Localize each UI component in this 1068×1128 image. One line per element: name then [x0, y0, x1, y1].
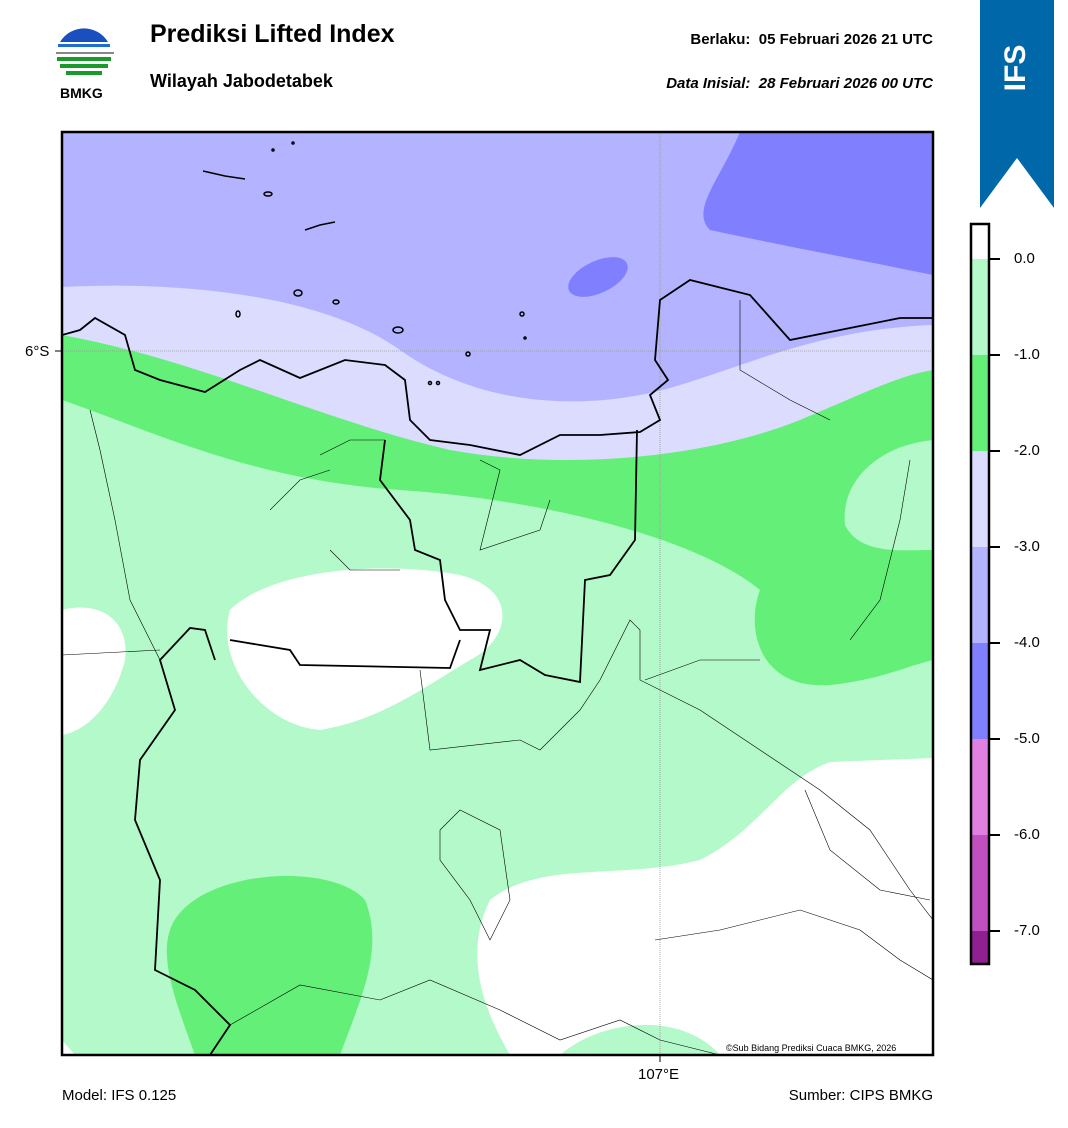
white-patch-center: [227, 568, 503, 730]
coastline: [62, 279, 933, 456]
province-border-west: [134, 627, 232, 1055]
thousand-islands: [202, 141, 527, 386]
white-patch-west: [62, 607, 126, 735]
colorbar-segment: [971, 355, 989, 451]
copyright: ©Sub Bidang Prediksi Cuaca BMKG, 2026: [726, 1043, 896, 1053]
colorbar-segment: [971, 547, 989, 643]
band-minus4-to-minus5: [703, 132, 933, 275]
colorbar-segment: [971, 224, 989, 259]
source-label: Sumber: CIPS BMKG: [788, 1087, 933, 1104]
ifs-badge: IFS: [980, 0, 1054, 208]
valid-time: Berlaku: 05 Februari 2026 21 UTC: [690, 31, 933, 48]
green-patch-south: [166, 876, 373, 1055]
colorbar-tick-label: -3.0: [1014, 538, 1040, 555]
colorbar-segment: [971, 739, 989, 835]
init-label: Data Inisial:: [666, 75, 751, 92]
valid-value: 05 Februari 2026 21 UTC: [758, 31, 933, 48]
white-patch-southeast: [477, 758, 933, 1055]
colorbar-segment: [971, 931, 989, 964]
badge-label: IFS: [999, 45, 1032, 92]
bmkg-logo: [55, 23, 114, 80]
model-label: Model: IFS 0.125: [62, 1087, 177, 1104]
province-border-banten: [229, 639, 461, 669]
logo-text: BMKG: [60, 85, 103, 101]
colorbar-segment: [971, 643, 989, 739]
colorbar-tick-label: -5.0: [1014, 730, 1040, 747]
white-patch-corner: [62, 1040, 75, 1055]
colorbar-tick-label: -4.0: [1014, 634, 1040, 651]
init-time: Data Inisial: 28 Februari 2026 00 UTC: [666, 75, 933, 92]
colorbar-tick-label: -1.0: [1014, 346, 1040, 363]
colorbar-segment: [971, 451, 989, 547]
colorbar-tick-label: -7.0: [1014, 922, 1040, 939]
regency-borders: [62, 300, 933, 1055]
light-green-patch: [844, 440, 933, 551]
colorbar-tick-label: 0.0: [1014, 250, 1035, 267]
colorbar-segment: [971, 259, 989, 355]
colorbar-tick-label: -6.0: [1014, 826, 1040, 843]
province-border-jakarta: [379, 429, 638, 684]
init-value: 28 Februari 2026 00 UTC: [758, 75, 933, 92]
colorbar-segment: [971, 835, 989, 931]
map-frame: [60, 130, 935, 1057]
page-title: Prediksi Lifted Index: [150, 20, 395, 48]
colorbar-tick-label: -2.0: [1014, 442, 1040, 459]
colorbar: [969, 222, 1000, 966]
valid-label: Berlaku:: [690, 31, 751, 48]
lon-label: 107°E: [638, 1066, 680, 1083]
lat-label: 6°S: [25, 343, 50, 360]
region-subtitle: Wilayah Jabodetabek: [150, 71, 333, 91]
band-minus4-patch: [568, 257, 628, 297]
